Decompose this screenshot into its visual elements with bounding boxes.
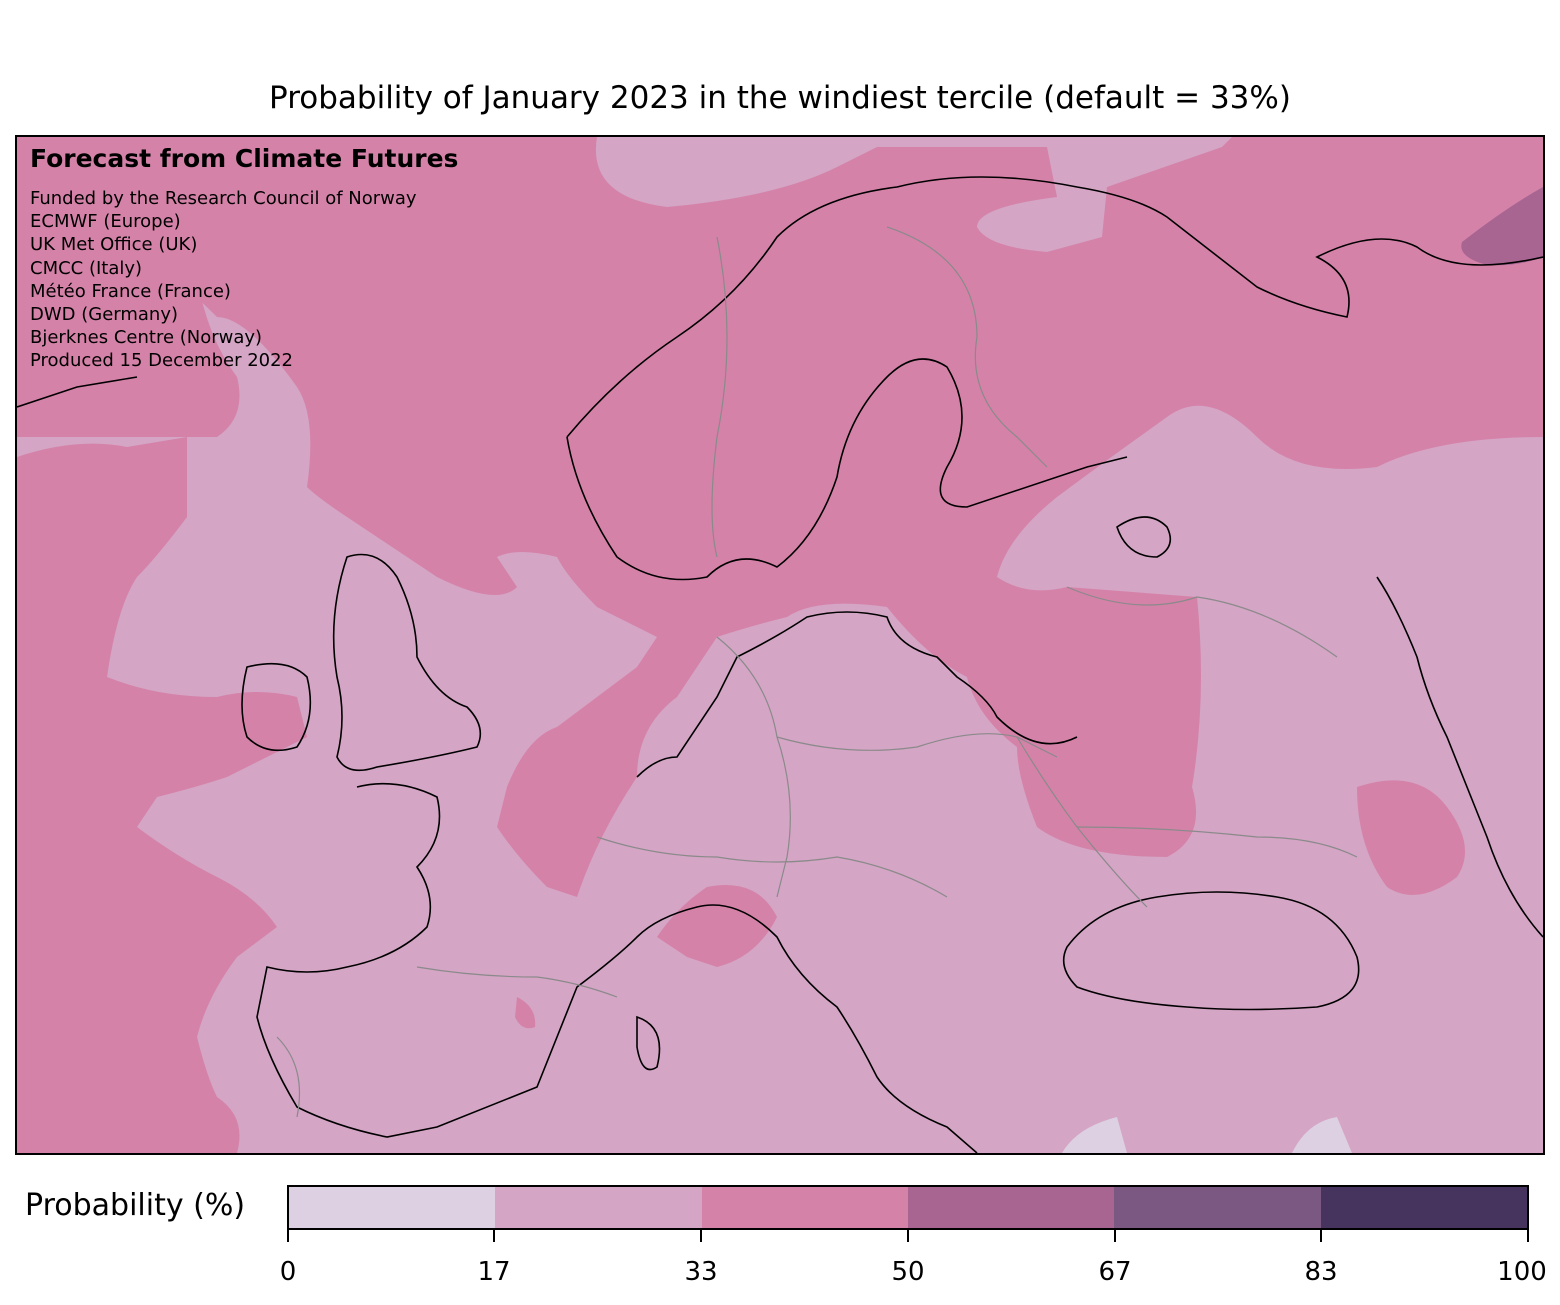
- credit-line: DWD (Germany): [30, 304, 179, 326]
- colorbar-tick-label: 100: [1497, 1257, 1547, 1287]
- colorbar-tick: [700, 1230, 702, 1242]
- credit-line: Funded by the Research Council of Norway: [30, 188, 417, 209]
- credits-block: Forecast from Climate Futures Funded by …: [30, 144, 458, 373]
- regions-33-50: [17, 137, 1543, 1153]
- colorbar-tick: [907, 1230, 909, 1242]
- colorbar: [287, 1185, 1529, 1230]
- colorbar-tick: [1114, 1230, 1116, 1242]
- colorbar-tick-label: 33: [684, 1257, 718, 1287]
- map-title: Probability of January 2023 in the windi…: [269, 80, 1291, 116]
- colorbar-tick: [1320, 1230, 1322, 1242]
- region-50-67: [1461, 187, 1543, 266]
- credit-line: Produced 15 December 2022: [30, 350, 294, 372]
- country-borders: [276, 226, 1358, 1118]
- probability-map: [15, 135, 1545, 1155]
- colorbar-segment: [907, 1187, 1115, 1228]
- regions-0-17: [1062, 1117, 1352, 1153]
- colorbar-tick-label: 50: [891, 1257, 925, 1287]
- colorbar-segment: [1320, 1187, 1527, 1228]
- colorbar-tick-label: 83: [1304, 1257, 1338, 1287]
- colorbar-tick: [1527, 1230, 1529, 1242]
- credit-line: ECMWF (Europe): [30, 211, 181, 233]
- credit-line: UK Met Office (UK): [30, 234, 198, 256]
- colorbar-tick-label: 67: [1098, 1257, 1132, 1287]
- credit-line: Bjerknes Centre (Norway): [30, 327, 263, 349]
- legend-label: Probability (%): [25, 1188, 246, 1223]
- colorbar-tick-label: 0: [279, 1257, 297, 1287]
- colorbar-tick-label: 17: [477, 1257, 511, 1287]
- colorbar-tick: [493, 1230, 495, 1242]
- credit-line: Météo France (France): [30, 280, 231, 302]
- credit-line: CMCC (Italy): [30, 257, 143, 279]
- colorbar-segment: [289, 1187, 496, 1228]
- colorbar-segment: [495, 1187, 702, 1228]
- colorbar-tick: [287, 1230, 289, 1242]
- coastlines: [17, 176, 1543, 1153]
- credits-heading: Forecast from Climate Futures: [30, 144, 459, 173]
- colorbar-segment: [701, 1187, 908, 1228]
- colorbar-segment: [1114, 1187, 1321, 1228]
- map-canvas: [17, 137, 1543, 1153]
